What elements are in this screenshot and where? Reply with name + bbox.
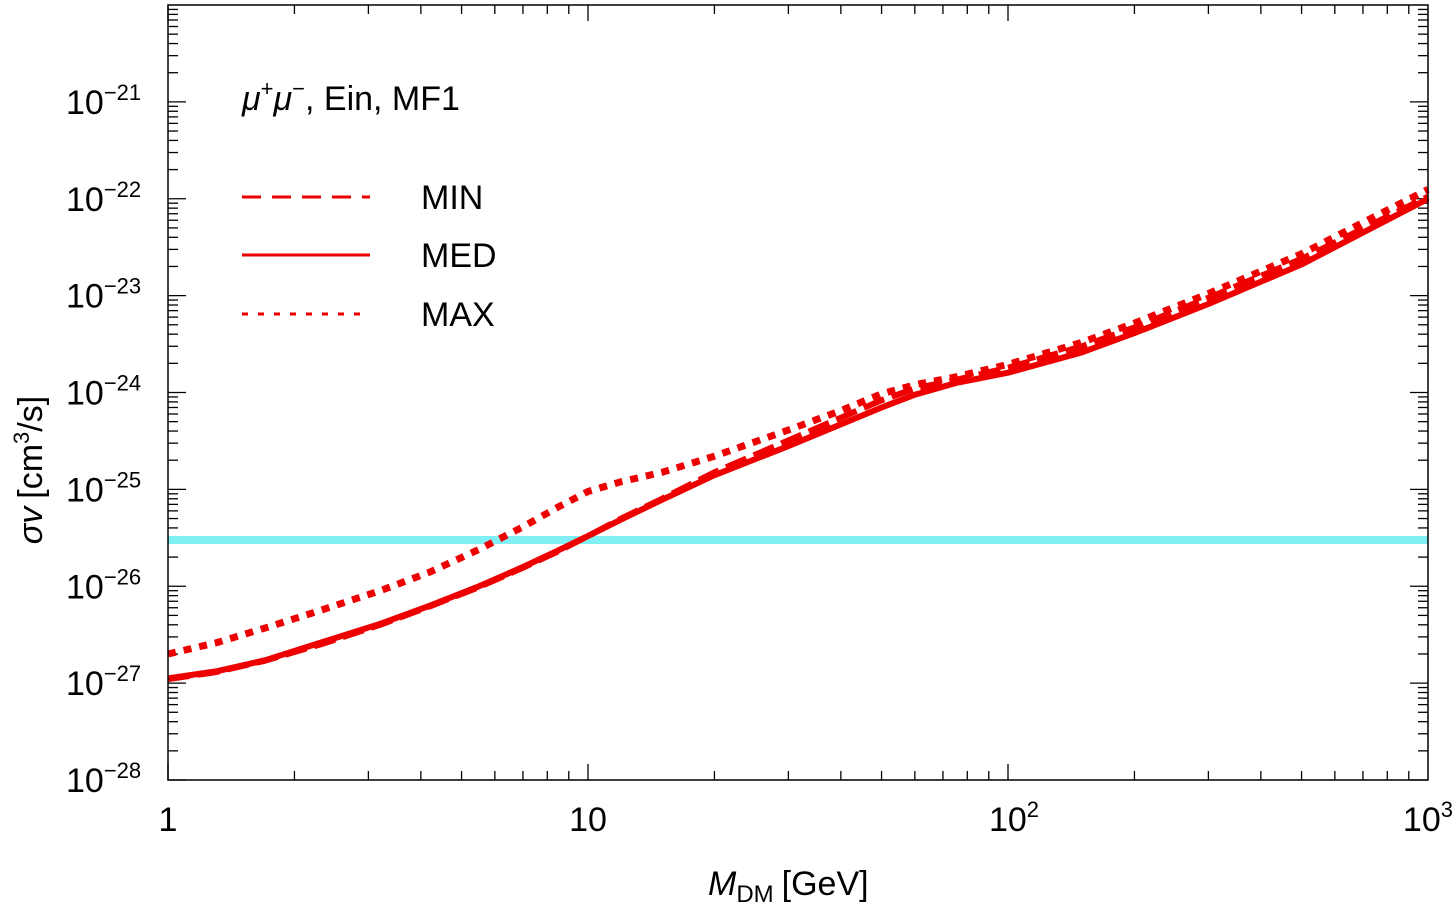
annotation-rest: , Ein, MF1 (305, 80, 460, 118)
y-axis-title: σv [cm3/s] (9, 396, 50, 544)
annotation-particle2: μ (273, 80, 293, 118)
x-tick-label: 1 (159, 801, 178, 839)
y-tick-label: 10−22 (66, 177, 141, 219)
y-axis-symbol: σv (12, 505, 50, 545)
axis-ticks (167, 5, 1428, 781)
legend: MIN MED MAX (242, 179, 497, 334)
annotation-sup1: + (261, 76, 274, 101)
legend-label-med: MED (421, 237, 497, 275)
legend-label-min: MIN (421, 179, 483, 217)
series-line-med (167, 196, 1430, 682)
annotation-sup2: − (292, 76, 305, 101)
x-tick-label: 10 (569, 801, 607, 839)
series-layer (167, 186, 1430, 683)
y-tick-label: 10−21 (66, 80, 141, 122)
annotation-particle: μ (241, 80, 261, 118)
y-axis-unit-sup: 3 (9, 432, 34, 444)
x-axis-subscript: DM (736, 881, 773, 902)
legend-label-max: MAX (421, 296, 495, 334)
x-tick-label: 102 (989, 797, 1039, 839)
y-tick-label: 10−28 (66, 758, 141, 800)
series-line-min (167, 194, 1430, 683)
x-axis-title: MDM [GeV] (708, 865, 869, 902)
y-axis-unit-suffix: /s] (12, 396, 50, 432)
plot-annotation: μ+μ−, Ein, MF1 (241, 76, 460, 118)
series-line-max (167, 186, 1430, 658)
x-axis-symbol: M (708, 865, 737, 902)
y-tick-label: 10−25 (66, 467, 141, 509)
y-tick-label: 10−27 (66, 661, 141, 703)
y-tick-label: 10−26 (66, 564, 141, 606)
y-axis-unit-prefix: [cm (12, 444, 50, 499)
y-tick-label: 10−23 (66, 274, 141, 316)
y-tick-label: 10−24 (66, 371, 141, 413)
tick-labels: 1 10 102 103 10−28 10−27 10−26 10−25 10−24 10−23 1… (66, 80, 1453, 839)
x-axis-unit: [GeV] (782, 865, 869, 902)
x-tick-label: 103 (1403, 797, 1453, 839)
plot-frame (167, 4, 1429, 781)
